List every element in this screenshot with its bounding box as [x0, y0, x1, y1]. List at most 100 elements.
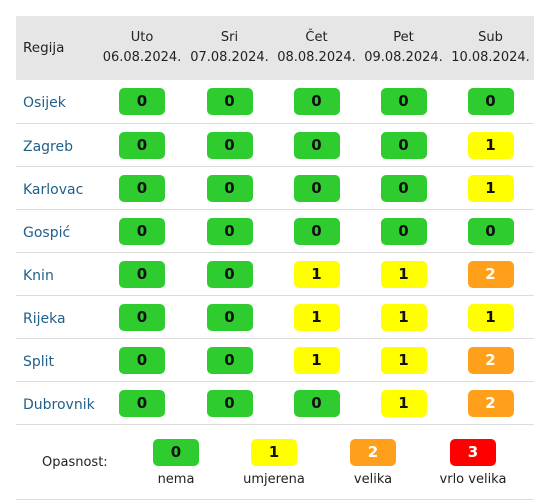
region-link[interactable]: Gospić: [23, 224, 71, 241]
danger-level-badge: 0: [119, 260, 165, 288]
region-link[interactable]: Dubrovnik: [23, 396, 95, 413]
region-cell: Rijeka: [16, 295, 98, 339]
level-cell: 2: [447, 338, 534, 382]
level-cell: 2: [447, 252, 534, 296]
forecast-table: Regija Uto 06.08.2024. Sri 07.08.2024. Čet…: [16, 16, 534, 425]
legend-label: nema: [157, 472, 195, 487]
level-cell: 0: [98, 381, 186, 425]
region-cell: Zagreb: [16, 123, 98, 167]
region-cell: Karlovac: [16, 166, 98, 210]
level-cell: 0: [98, 252, 186, 296]
level-cell: 0: [186, 123, 273, 167]
level-cell: 0: [186, 338, 273, 382]
region-cell: Gospić: [16, 209, 98, 253]
region-link[interactable]: Zagreb: [23, 138, 74, 155]
legend-item: 1 umjerena: [224, 439, 324, 487]
region-link[interactable]: Split: [23, 353, 55, 370]
danger-level-badge: 1: [293, 346, 340, 374]
table-row: Osijek 0 0 0 0 0: [16, 80, 534, 124]
level-cell: 0: [186, 252, 273, 296]
legend-label: velika: [353, 472, 393, 487]
level-cell: 0: [273, 80, 360, 124]
danger-level-badge: 1: [467, 303, 514, 331]
level-cell: 2: [447, 381, 534, 425]
table-row: Rijeka 0 0 1 1 1: [16, 295, 534, 339]
level-cell: 0: [98, 338, 186, 382]
day-header: Uto 06.08.2024.: [98, 16, 186, 80]
level-cell: 0: [360, 209, 447, 253]
danger-level-badge: 0: [293, 174, 340, 202]
level-cell: 1: [447, 123, 534, 167]
danger-level-badge: 0: [119, 303, 165, 331]
legend: Opasnost: 0 nema 1 umjerena 2 velika 3 v…: [16, 425, 534, 500]
danger-level-badge: 0: [293, 389, 340, 417]
danger-level-badge: 0: [206, 174, 253, 202]
danger-level-badge: 0: [206, 303, 253, 331]
level-cell: 1: [273, 252, 360, 296]
region-link[interactable]: Osijek: [23, 95, 66, 111]
legend-badge: 0: [153, 439, 199, 466]
danger-level-badge: 0: [119, 389, 165, 417]
region-link[interactable]: Rijeka: [23, 310, 66, 327]
danger-level-badge: 0: [119, 131, 165, 159]
danger-level-badge: 0: [206, 389, 253, 417]
level-cell: 0: [447, 209, 534, 253]
table-row: Dubrovnik 0 0 0 1 2: [16, 381, 534, 425]
danger-level-badge: 1: [380, 303, 427, 331]
level-cell: 1: [447, 166, 534, 210]
danger-level-badge: 0: [206, 88, 253, 115]
region-link[interactable]: Knin: [23, 267, 54, 284]
legend-badge: 1: [251, 439, 297, 466]
level-cell: 1: [273, 338, 360, 382]
legend-badge: 2: [350, 439, 396, 466]
region-cell: Dubrovnik: [16, 381, 98, 425]
danger-level-badge: 0: [119, 346, 165, 374]
level-cell: 1: [360, 252, 447, 296]
danger-level-badge: 1: [380, 346, 427, 374]
region-column-header: Regija: [16, 16, 98, 80]
level-cell: 0: [360, 166, 447, 210]
danger-level-badge: 0: [206, 346, 253, 374]
level-cell: 0: [447, 80, 534, 124]
danger-level-badge: 2: [467, 389, 514, 417]
danger-level-badge: 0: [119, 217, 165, 245]
region-cell: Split: [16, 338, 98, 382]
level-cell: 0: [273, 166, 360, 210]
danger-level-badge: 1: [467, 174, 514, 202]
danger-level-badge: 2: [467, 346, 514, 374]
level-cell: 0: [273, 381, 360, 425]
legend-label: umjerena: [243, 472, 305, 487]
table-row: Split 0 0 1 1 2: [16, 338, 534, 382]
legend-item: 0 nema: [126, 439, 226, 487]
danger-level-badge: 0: [119, 174, 165, 202]
danger-level-badge: 0: [206, 260, 253, 288]
danger-level-badge: 1: [380, 260, 427, 288]
level-cell: 0: [98, 123, 186, 167]
level-cell: 0: [186, 295, 273, 339]
legend-label: vrlo velika: [439, 472, 507, 487]
danger-level-badge: 0: [293, 88, 340, 115]
region-cell: Osijek: [16, 80, 98, 124]
danger-level-badge: 0: [467, 88, 514, 115]
day-header: Sri 07.08.2024.: [186, 16, 273, 80]
level-cell: 0: [186, 381, 273, 425]
danger-level-badge: 2: [467, 260, 514, 288]
danger-level-badge: 1: [293, 303, 340, 331]
level-cell: 0: [273, 209, 360, 253]
level-cell: 0: [273, 123, 360, 167]
danger-level-badge: 1: [467, 131, 514, 159]
danger-level-badge: 1: [293, 260, 340, 288]
level-cell: 1: [360, 295, 447, 339]
legend-badge: 3: [450, 439, 496, 466]
region-cell: Knin: [16, 252, 98, 296]
level-cell: 0: [360, 123, 447, 167]
legend-item: 3 vrlo velika: [423, 439, 523, 487]
level-cell: 0: [186, 166, 273, 210]
danger-level-badge: 0: [206, 131, 253, 159]
day-header: Pet 09.08.2024.: [360, 16, 447, 80]
legend-item: 2 velika: [323, 439, 423, 487]
day-header: Čet 08.08.2024.: [273, 16, 360, 80]
level-cell: 0: [98, 295, 186, 339]
region-link[interactable]: Karlovac: [23, 181, 84, 198]
table-row: Gospić 0 0 0 0 0: [16, 209, 534, 253]
